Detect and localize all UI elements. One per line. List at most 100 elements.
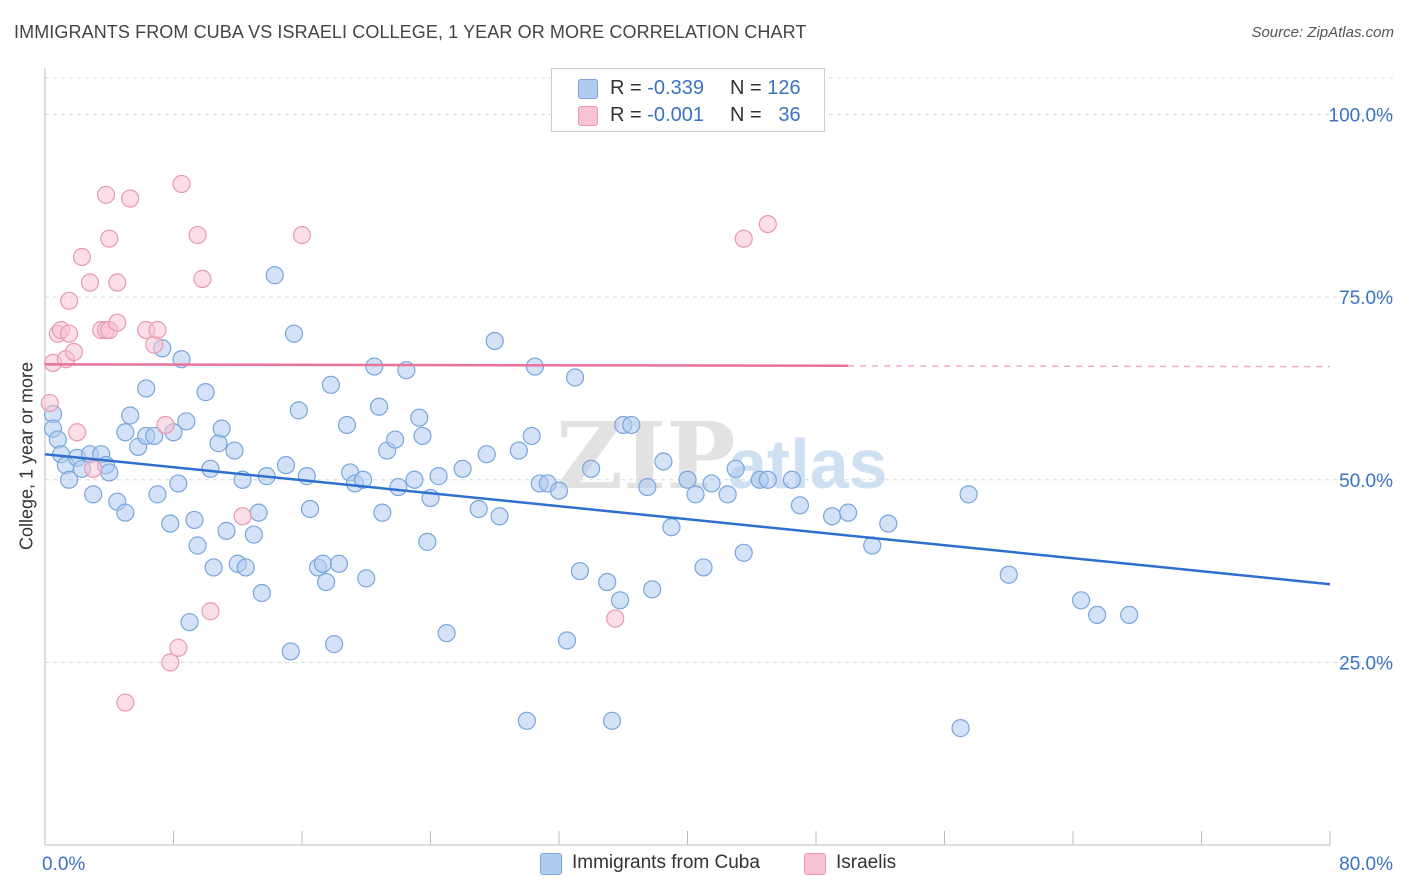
- data-point-israelis: [169, 638, 188, 657]
- data-point-cuba: [822, 507, 842, 526]
- data-point-cuba: [1087, 605, 1107, 625]
- data-point-cuba: [557, 631, 577, 650]
- data-point-cuba: [313, 554, 332, 573]
- data-point-cuba: [329, 554, 349, 573]
- data-point-cuba: [169, 474, 188, 493]
- data-point-cuba: [1120, 605, 1139, 625]
- tick-labels: 25.0% 50.0% 75.0% 100.0% 0.0% 80.0%: [42, 106, 1393, 875]
- data-point-cuba: [951, 719, 970, 738]
- legend-row-israelis: R = -0.001 N = 36: [552, 102, 824, 130]
- data-point-cuba: [570, 561, 589, 581]
- data-point-cuba: [353, 470, 373, 489]
- data-point-cuba: [84, 485, 103, 504]
- data-point-cuba: [509, 441, 528, 460]
- data-point-cuba: [217, 521, 236, 540]
- trend-line-israelis-extension: [848, 365, 1331, 368]
- data-point-israelis: [108, 313, 127, 332]
- data-point-israelis: [193, 269, 212, 288]
- data-point-israelis: [156, 415, 175, 435]
- data-point-cuba: [522, 426, 541, 446]
- data-point-cuba: [405, 470, 424, 489]
- data-point-cuba: [236, 558, 255, 577]
- chart-source: Source: ZipAtlas.com: [1251, 24, 1394, 41]
- data-point-cuba: [196, 383, 215, 402]
- data-point-cuba: [413, 426, 432, 446]
- data-point-israelis: [116, 693, 135, 712]
- y-axis-label: College, 1 year or more: [16, 361, 37, 551]
- data-point-cuba: [959, 485, 978, 504]
- data-point-cuba: [116, 503, 135, 522]
- data-point-cuba: [662, 518, 681, 537]
- data-point-cuba: [418, 532, 437, 551]
- data-point-cuba: [702, 474, 721, 493]
- data-point-cuba: [357, 569, 376, 588]
- data-point-israelis: [188, 225, 207, 245]
- axes: [44, 68, 1331, 846]
- data-point-cuba: [758, 470, 777, 489]
- data-point-israelis: [172, 174, 191, 194]
- legend-r-value: -0.339: [647, 77, 704, 99]
- data-point-cuba: [582, 459, 601, 478]
- data-point-cuba: [485, 331, 504, 351]
- data-point-cuba: [549, 481, 569, 500]
- data-point-cuba: [281, 642, 300, 661]
- data-point-israelis: [68, 423, 87, 442]
- legend-swatch-israelis: [578, 106, 598, 126]
- trend-line-cuba: [44, 452, 1331, 586]
- data-point-israelis: [59, 324, 79, 343]
- data-point-cuba: [284, 324, 304, 343]
- data-point-israelis: [161, 653, 180, 672]
- data-point-cuba: [204, 558, 223, 577]
- data-point-cuba: [879, 514, 898, 533]
- data-point-israelis: [100, 229, 119, 248]
- data-point-cuba: [999, 565, 1018, 584]
- trend-line-israelis: [44, 363, 849, 368]
- data-point-israelis: [96, 185, 116, 204]
- data-point-cuba: [373, 503, 392, 522]
- legend-r-value: -0.001: [647, 104, 704, 126]
- data-point-israelis: [64, 342, 84, 362]
- data-point-cuba: [289, 401, 308, 420]
- data-point-cuba: [477, 445, 496, 464]
- data-point-cuba: [654, 452, 673, 471]
- data-point-cuba: [638, 477, 657, 497]
- data-point-cuba: [180, 613, 199, 632]
- data-point-cuba: [249, 503, 268, 522]
- data-point-cuba: [188, 536, 207, 555]
- data-point-cuba: [726, 459, 745, 478]
- series-cuba-points: [43, 266, 1139, 738]
- data-point-cuba: [437, 624, 456, 643]
- data-point-cuba: [185, 510, 204, 530]
- data-point-cuba: [598, 572, 617, 592]
- data-point-cuba: [1071, 591, 1091, 610]
- data-point-cuba: [177, 412, 196, 431]
- data-point-israelis: [108, 273, 127, 292]
- data-point-cuba: [161, 514, 180, 533]
- data-point-cuba: [686, 485, 705, 504]
- data-point-cuba: [734, 543, 753, 562]
- data-point-cuba: [225, 441, 244, 460]
- data-point-cuba: [602, 711, 622, 730]
- data-point-cuba: [265, 266, 284, 285]
- data-point-cuba: [276, 456, 296, 475]
- data-point-cuba: [316, 572, 336, 592]
- data-point-israelis: [734, 229, 753, 248]
- data-point-israelis: [59, 291, 79, 310]
- data-point-cuba: [59, 470, 79, 489]
- y-tick-label: 50.0%: [1339, 471, 1393, 492]
- data-point-cuba: [469, 499, 488, 519]
- data-point-israelis: [233, 507, 252, 526]
- data-point-cuba: [201, 459, 220, 478]
- data-point-cuba: [116, 423, 135, 442]
- data-point-cuba: [839, 503, 858, 522]
- legend-r-label: R =: [610, 77, 642, 99]
- bottom-legend-swatch-cuba: [540, 853, 562, 875]
- data-point-israelis: [80, 273, 100, 292]
- bottom-legend-swatch-israelis: [804, 853, 826, 875]
- data-point-cuba: [252, 583, 271, 603]
- chart-title: IMMIGRANTS FROM CUBA VS ISRAELI COLLEGE,…: [14, 22, 807, 42]
- data-point-cuba: [525, 357, 545, 376]
- data-point-israelis: [292, 225, 312, 245]
- data-point-cuba: [678, 470, 697, 489]
